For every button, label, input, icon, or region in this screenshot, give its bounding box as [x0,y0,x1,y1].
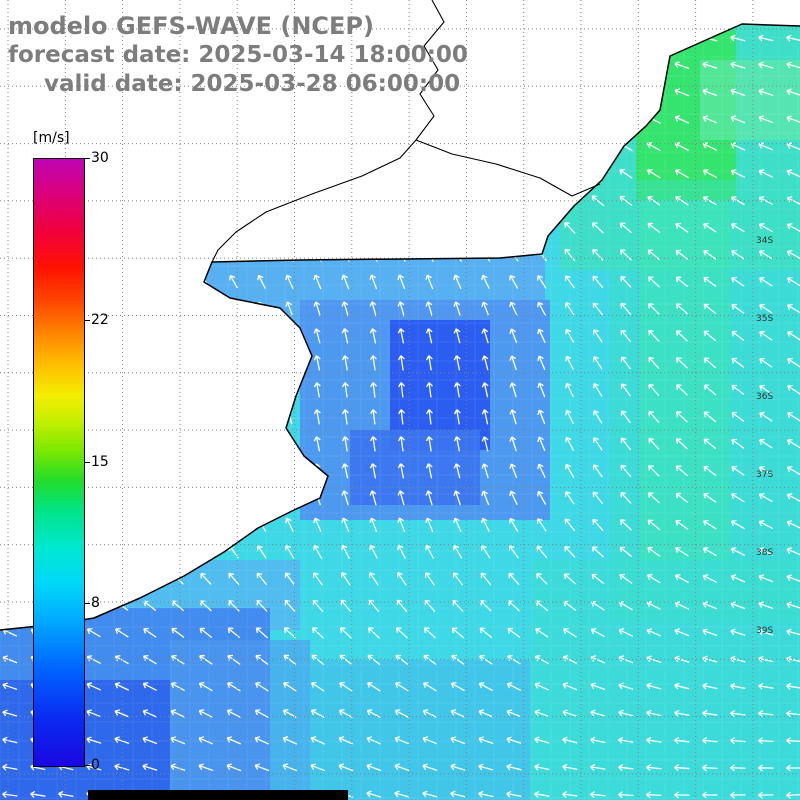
colorbar-gradient [33,158,85,767]
latitude-label: 37S [756,470,773,480]
colorbar-tick-mark [85,461,90,463]
colorbar-tick-mark [85,603,90,605]
colorbar-tick-mark [85,765,90,766]
forecast-date-label: forecast date: 2025-03-14 18:00:00 [8,42,468,68]
valid-date-label: valid date: 2025-03-28 06:00:00 [44,71,461,97]
latitude-label: 35S [756,314,773,324]
model-title: modelo GEFS-WAVE (NCEP) [8,12,374,40]
colorbar-tick-mark [85,319,90,321]
colorbar-tick-label: 8 [91,595,100,612]
colorbar-tick-label: 15 [91,453,109,470]
colorbar-tick-label: 30 [91,150,109,166]
bottom-bar [88,790,348,800]
latitude-label: 39S [756,626,773,636]
latitude-label: 38S [756,548,773,558]
coastline [0,23,800,631]
colorbar-tick-label: 0 [91,757,100,773]
latitude-label: 36S [756,392,773,402]
border-line [415,139,601,197]
border-line [211,0,445,263]
colorbar-tick-mark [85,158,90,159]
colorbar-tick-label: 22 [91,311,109,328]
colorbar-unit-label: [m/s] [33,130,70,146]
latitude-label: 34S [756,236,773,246]
title-block: modelo GEFS-WAVE (NCEP) forecast date: 2… [8,12,468,99]
